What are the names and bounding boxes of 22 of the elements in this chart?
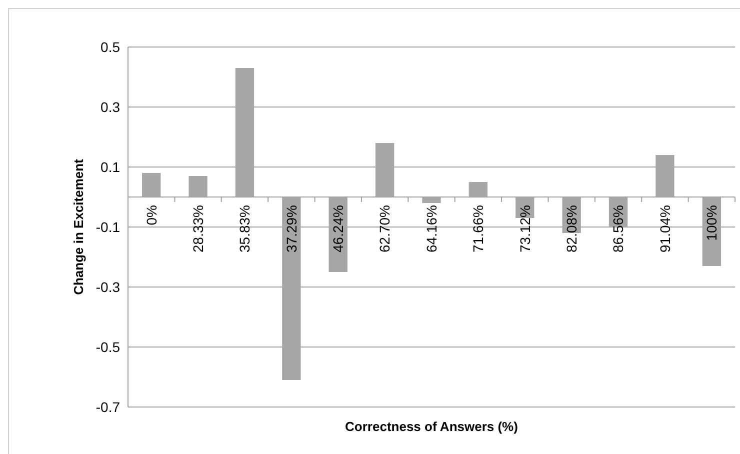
x-tick-label: 71.66% xyxy=(470,205,486,252)
x-tick-label: 82.08% xyxy=(563,205,580,252)
y-tick-label: -0.7 xyxy=(96,398,120,415)
y-tick-label: -0.3 xyxy=(96,278,120,295)
x-tick-label: 91.04% xyxy=(656,205,673,252)
x-tick-label: 0% xyxy=(143,205,160,226)
x-tick-label: 73.12% xyxy=(516,205,533,252)
x-tick-label: 100% xyxy=(704,205,720,241)
y-tick-label: -0.5 xyxy=(96,338,120,355)
y-tick-label: 0.5 xyxy=(100,38,120,55)
x-tick-label: 64.16% xyxy=(423,205,440,252)
x-tick-label: 35.83% xyxy=(236,205,253,252)
y-tick-label: 0.1 xyxy=(100,158,120,175)
x-tick-label: 46.24% xyxy=(330,205,346,252)
y-tick-label: -0.1 xyxy=(96,218,120,235)
y-tick-label: 0.3 xyxy=(100,98,120,115)
x-tick-label: 37.29% xyxy=(283,205,300,252)
x-axis-title: Correctness of Answers (%) xyxy=(345,419,518,434)
x-tick-label: 28.33% xyxy=(190,205,206,252)
x-tick-label: 62.70% xyxy=(376,205,393,252)
x-tick-label: 86.56% xyxy=(610,205,626,252)
y-axis-title: Change in Excitement xyxy=(71,158,86,295)
